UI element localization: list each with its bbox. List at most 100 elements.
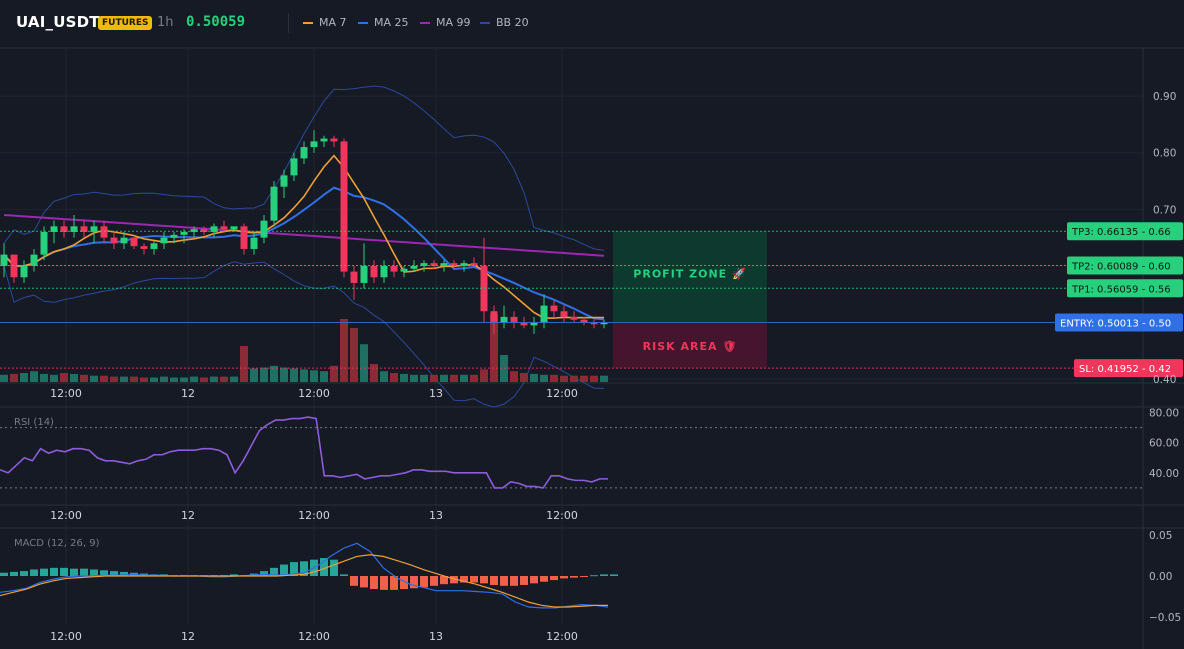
candle[interactable]	[350, 265, 358, 300]
candle[interactable]	[200, 226, 208, 235]
candle-body	[350, 271, 358, 283]
macd-hist-bar	[430, 576, 438, 586]
candle[interactable]	[570, 311, 578, 323]
candle[interactable]	[450, 260, 458, 269]
candle[interactable]	[100, 220, 108, 244]
level-tag-entry[interactable]	[1055, 313, 1183, 332]
candle[interactable]	[70, 215, 78, 238]
candle[interactable]	[270, 181, 278, 227]
candle[interactable]	[540, 294, 548, 329]
time-axis-label: 12:00	[546, 630, 578, 643]
candle[interactable]	[380, 260, 388, 283]
volume-bar	[480, 369, 488, 382]
candle[interactable]	[530, 316, 538, 334]
candle[interactable]	[50, 220, 58, 244]
candle[interactable]	[40, 226, 48, 261]
profit-zone[interactable]	[613, 231, 767, 323]
volume-bar	[420, 374, 428, 382]
candle[interactable]	[320, 135, 328, 148]
legend-bb20[interactable]: BB 20	[480, 16, 529, 29]
candle[interactable]	[20, 260, 28, 283]
candle[interactable]	[190, 226, 198, 238]
volume-bar	[300, 369, 308, 382]
candle-body	[230, 226, 238, 230]
level-tag-sl[interactable]	[1074, 359, 1183, 378]
volume-bars	[0, 314, 608, 382]
candle[interactable]	[420, 260, 428, 272]
candle[interactable]	[340, 138, 348, 278]
candle[interactable]	[110, 231, 118, 249]
legend-ma7[interactable]: MA 7	[303, 16, 347, 29]
candle[interactable]	[150, 240, 158, 255]
candle[interactable]	[370, 260, 378, 283]
volume-bar	[360, 344, 368, 382]
volume-bar	[190, 376, 198, 382]
candle[interactable]	[30, 248, 38, 272]
candle[interactable]	[310, 130, 318, 153]
candle[interactable]	[470, 257, 478, 266]
candle[interactable]	[550, 299, 558, 317]
candle[interactable]	[0, 243, 8, 278]
level-tag-tp[interactable]	[1067, 256, 1183, 275]
candle-body	[450, 263, 458, 266]
time-axis-label: 12	[181, 387, 195, 400]
candle[interactable]	[510, 311, 518, 329]
candle[interactable]	[400, 265, 408, 278]
candle[interactable]	[480, 237, 488, 323]
candle[interactable]	[10, 254, 18, 283]
candle[interactable]	[250, 231, 258, 255]
legend-ma99[interactable]: MA 99	[420, 16, 471, 29]
candle[interactable]	[170, 231, 178, 244]
volume-bar	[90, 375, 98, 382]
macd-hist-bar	[440, 576, 448, 585]
candle[interactable]	[210, 223, 218, 238]
candle-body	[340, 141, 348, 272]
candle[interactable]	[410, 260, 418, 272]
candle[interactable]	[490, 305, 498, 334]
candle[interactable]	[140, 243, 148, 255]
candle[interactable]	[260, 215, 268, 244]
time-axis-label: 13	[429, 387, 443, 400]
volume-bar	[120, 376, 128, 382]
candle[interactable]	[440, 260, 448, 272]
volume-bar	[250, 368, 258, 382]
candle[interactable]	[300, 141, 308, 165]
symbol-title[interactable]: UAI_USDT	[16, 13, 100, 31]
last-price: 0.50059	[186, 14, 246, 30]
candle[interactable]	[80, 220, 88, 238]
legend-ma25[interactable]: MA 25	[358, 16, 409, 29]
candle[interactable]	[590, 319, 598, 329]
volume-bar	[430, 374, 438, 382]
candle[interactable]	[90, 220, 98, 244]
volume-bar	[540, 374, 548, 382]
candle[interactable]	[280, 169, 288, 199]
candle[interactable]	[430, 260, 438, 269]
candle-body	[90, 226, 98, 232]
candle[interactable]	[220, 220, 228, 232]
macd-line	[0, 542, 609, 609]
candle[interactable]	[130, 237, 138, 249]
candle[interactable]	[360, 243, 368, 289]
candle[interactable]	[60, 220, 68, 238]
grid-lines	[0, 48, 1143, 625]
candle[interactable]	[560, 305, 568, 323]
candle[interactable]	[390, 260, 398, 278]
volume-bar	[310, 370, 318, 382]
volume-bar	[80, 374, 88, 382]
level-tag-tp[interactable]	[1067, 222, 1183, 241]
candle[interactable]	[290, 152, 298, 182]
candle[interactable]	[580, 316, 588, 326]
candle[interactable]	[500, 305, 508, 329]
interval-label[interactable]: 1h	[157, 15, 174, 30]
macd-hist-bar	[560, 576, 568, 579]
risk-zone[interactable]	[613, 322, 767, 369]
candle[interactable]	[600, 319, 608, 329]
candle[interactable]	[240, 223, 248, 255]
macd-signal-line	[0, 554, 608, 608]
level-tag-tp[interactable]	[1067, 279, 1183, 298]
candle[interactable]	[120, 231, 128, 249]
candle[interactable]	[330, 135, 338, 148]
candle[interactable]	[460, 260, 468, 272]
candle[interactable]	[160, 231, 168, 249]
